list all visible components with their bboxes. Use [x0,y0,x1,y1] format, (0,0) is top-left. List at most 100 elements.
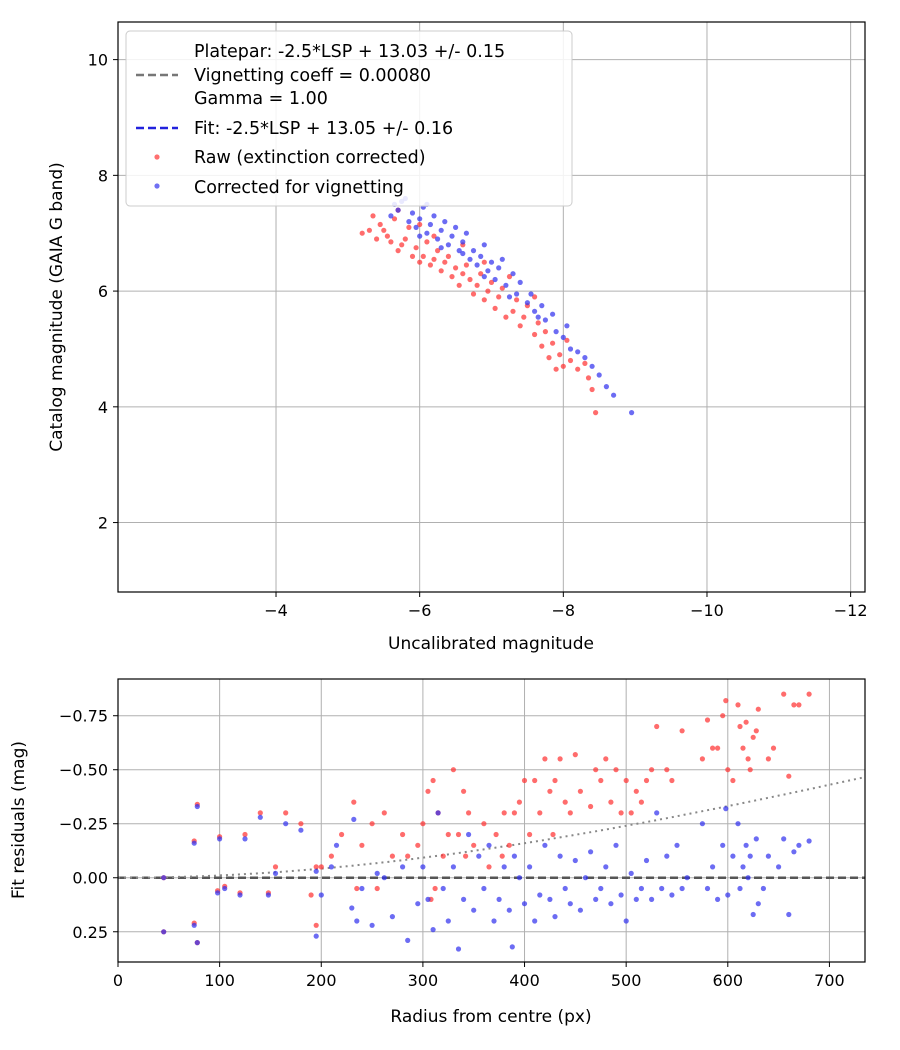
bot-point-raw [242,831,248,838]
top-point-raw [567,357,574,364]
bot-point-corrected [572,857,578,864]
bot-point-corrected [313,933,319,939]
bot-point-raw [420,821,426,827]
bot-point-raw [461,788,467,794]
bot-point-corrected [369,922,375,928]
bot-point-raw [455,831,462,838]
bot-y-tick-label: 0.00 [72,869,108,888]
calibration-x-axis-label: Uncalibrated magnitude [388,634,594,654]
top-point-raw [514,297,520,303]
bot-point-raw [704,717,711,723]
bot-point-raw [725,767,731,773]
top-point-raw [409,253,416,259]
bot-point-raw [786,773,792,779]
residuals-x-axis-label: Radius from centre (px) [390,1007,591,1027]
bot-point-corrected [786,911,792,918]
bot-point-corrected [737,885,743,892]
bot-point-raw [405,853,411,859]
bot-x-tick-label: 200 [306,971,337,990]
bot-point-corrected [191,840,197,846]
bot-point-corrected [191,922,197,928]
bot-point-raw [679,728,685,734]
top-point-raw [381,227,387,233]
residuals-points [161,691,812,952]
top-point-raw [431,233,437,239]
top-point-corrected [406,219,412,225]
bot-point-corrected [265,892,271,898]
bot-point-corrected [161,875,167,881]
bot-x-tick-label: 400 [509,971,540,990]
bot-point-raw [339,831,345,838]
top-point-corrected [532,308,538,314]
bot-point-corrected [628,870,634,877]
bot-point-corrected [501,864,507,870]
top-point-raw [449,274,455,280]
bot-point-corrected [588,849,594,855]
bot-point-corrected [333,842,340,848]
bot-point-corrected [194,803,200,810]
top-point-raw [399,242,405,248]
top-point-raw [517,323,523,329]
bot-point-corrected [217,836,223,842]
bot-point-raw [542,756,548,762]
bot-point-corrected [755,901,761,907]
bot-point-corrected [649,896,655,903]
top-point-corrected [388,213,394,219]
bot-point-raw [257,810,263,816]
bot-point-raw [415,842,421,848]
bot-point-corrected [491,918,497,924]
bot-point-raw [715,745,721,751]
top-x-tick-label: −8 [552,601,576,620]
bot-point-raw [313,864,319,870]
bot-point-raw [572,752,578,758]
bot-x-tick-label: 500 [611,971,642,990]
bot-point-raw [649,767,655,773]
top-point-raw [463,262,469,268]
bot-point-corrected [298,827,304,833]
bot-point-raw [730,777,736,784]
bot-point-raw [440,853,446,859]
bot-point-raw [806,691,812,697]
legend-raw-label: Raw (extinction corrected) [194,148,426,168]
bot-point-raw [552,777,558,784]
bot-point-raw [577,788,584,794]
bot-point-raw [562,799,568,805]
top-y-tick-label: 6 [98,282,108,301]
bot-point-raw [432,885,438,892]
bot-point-corrected [638,885,645,892]
residuals-plot-frame [117,678,866,963]
bot-point-corrected [542,842,548,848]
bot-point-corrected [455,946,462,952]
top-point-corrected [528,291,534,297]
bot-point-corrected [669,892,675,898]
bot-point-corrected [740,864,746,870]
bot-point-corrected [552,914,558,920]
bot-point-raw [466,810,472,816]
top-point-raw [384,233,390,239]
bot-point-corrected [349,905,355,911]
top-point-corrected [467,256,473,262]
bot-x-tick-label: 700 [814,971,845,990]
calibration-y-axis-label: Catalog magnitude (GAIA G band) [47,162,67,452]
top-point-raw [575,366,581,372]
bot-point-raw [593,767,599,773]
top-point-raw [470,291,477,297]
top-point-corrected [427,221,433,228]
top-point-raw [442,259,448,265]
bot-point-corrected [415,901,421,907]
bot-point-corrected [476,853,482,859]
top-point-corrected [438,245,444,251]
bot-point-corrected [194,940,200,946]
residuals-plot: 0 100 200 300 400 500 600 700 0.25 0.00 −0.25 −0.50… [9,678,866,1027]
top-point-raw [510,308,516,314]
top-point-corrected [431,213,437,219]
bot-point-corrected [471,907,477,913]
bot-point-corrected [760,885,767,892]
top-point-raw [402,236,408,242]
bot-point-corrected [710,864,716,870]
top-x-tick-label: −6 [408,601,432,620]
top-point-corrected [575,349,581,355]
top-point-raw [417,221,423,228]
top-point-raw [445,253,451,259]
bot-point-raw [272,864,279,870]
